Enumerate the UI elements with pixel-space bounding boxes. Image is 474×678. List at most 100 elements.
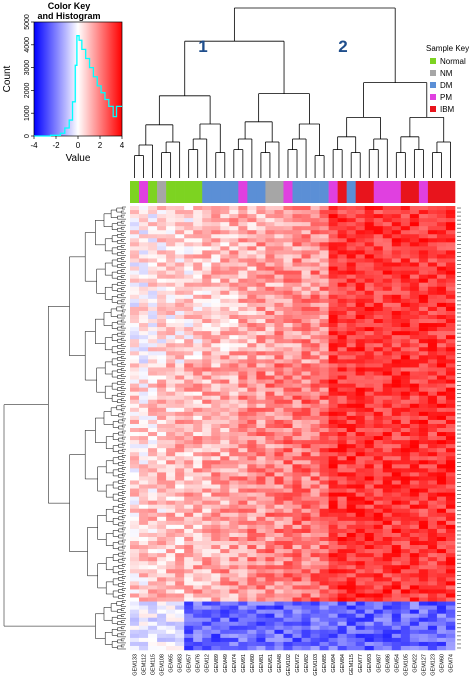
heatmap-cell [193, 335, 203, 340]
heatmap-cell [301, 298, 311, 304]
heatmap-cell [130, 387, 140, 392]
heatmap-cell [436, 524, 447, 530]
heatmap-cell [175, 633, 185, 639]
heatmap-cell [355, 407, 366, 413]
heatmap-cell [292, 395, 302, 401]
heatmap-cell [238, 391, 248, 397]
heatmap-cell [427, 428, 438, 433]
heatmap-cell [427, 549, 438, 554]
heatmap-cell [310, 488, 320, 493]
heatmap-cell [400, 306, 411, 312]
heatmap-cell [256, 218, 266, 223]
heatmap-cell [274, 250, 284, 255]
heatmap-cell [175, 335, 185, 340]
heatmap-cell [301, 250, 311, 255]
heatmap-cell [148, 484, 158, 489]
heatmap-cell [193, 343, 203, 348]
heatmap-cell [400, 569, 411, 574]
heatmap-cell [427, 379, 438, 384]
heatmap-cell [382, 274, 393, 279]
heatmap-cell [427, 266, 438, 271]
heatmap-cell [220, 585, 230, 590]
heatmap-cell [328, 214, 338, 219]
heatmap-cell [328, 250, 338, 255]
heatmap-cell [184, 605, 194, 610]
heatmap-cell [256, 395, 266, 401]
heatmap-cell [202, 448, 212, 453]
heatmap-cell [337, 440, 347, 445]
heatmap-cell [418, 508, 429, 514]
heatmap-cell [373, 206, 384, 211]
group-cell [310, 181, 320, 203]
heatmap-cell [256, 298, 266, 304]
heatmap-cell [310, 621, 320, 627]
heatmap-cell [157, 254, 167, 259]
heatmap-cell [355, 266, 366, 271]
heatmap-cell [202, 561, 212, 566]
group-cell [184, 181, 194, 203]
heatmap-cell [445, 234, 456, 239]
heatmap-cell [265, 581, 275, 586]
heatmap-cell [238, 403, 248, 409]
heatmap-cell [175, 407, 185, 413]
heatmap-cell [382, 266, 393, 271]
heatmap-cell [328, 278, 338, 283]
heatmap-cell [445, 246, 456, 251]
heatmap-cell [193, 415, 203, 421]
heatmap-cell [400, 290, 411, 296]
heatmap-cell [175, 351, 185, 356]
heatmap-cell [139, 428, 149, 433]
heatmap-cell [409, 411, 420, 417]
heatmap-cell [166, 500, 176, 505]
heatmap-cell [157, 557, 167, 562]
heatmap-cell [301, 274, 311, 279]
heatmap-cell [220, 327, 230, 332]
heatmap-cell [148, 488, 158, 493]
heatmap-cell [373, 218, 384, 223]
heatmap-cell [373, 645, 384, 651]
heatmap-cell [301, 419, 311, 425]
heatmap-cell [184, 323, 194, 328]
heatmap-cell [193, 524, 203, 530]
heatmap-cell [373, 436, 384, 441]
heatmap-cell [157, 492, 167, 497]
heatmap-cell [310, 214, 320, 219]
heatmap-cell [427, 436, 438, 441]
heatmap-cell [157, 351, 167, 356]
heatmap-cell [436, 282, 447, 288]
heatmap-cell [373, 553, 384, 558]
heatmap-cell [202, 403, 212, 409]
heatmap-cell [391, 581, 402, 586]
heatmap-cell [409, 456, 420, 461]
heatmap-cell [301, 464, 311, 469]
heatmap-cell [418, 484, 429, 489]
heatmap-cell [436, 520, 447, 526]
heatmap-cell [301, 516, 311, 522]
heatmap-cell [157, 629, 167, 635]
heatmap-cell [301, 331, 311, 336]
heatmap-cell [436, 319, 447, 324]
heatmap-cell [184, 343, 194, 348]
heatmap-cell [418, 262, 429, 267]
heatmap-cell [139, 306, 149, 312]
heatmap-cell [328, 613, 338, 619]
heatmap-cell [337, 541, 347, 546]
heatmap-cell [301, 383, 311, 388]
heatmap-cell [418, 428, 429, 433]
heatmap-cell [310, 432, 320, 437]
heatmap-cell [130, 383, 140, 388]
heatmap-cell [391, 363, 402, 368]
heatmap-cell [382, 577, 393, 582]
heatmap-cell [346, 532, 356, 538]
heatmap-cell [346, 395, 356, 401]
heatmap-cell [328, 484, 338, 489]
heatmap-cell [445, 532, 456, 538]
heatmap-cell [238, 270, 248, 275]
heatmap-cell [382, 359, 393, 364]
heatmap-cell [175, 278, 185, 283]
heatmap-cell [310, 516, 320, 522]
heatmap-cell [337, 532, 347, 538]
heatmap-cell [301, 278, 311, 283]
heatmap-cell [418, 367, 429, 372]
heatmap-cell [409, 375, 420, 380]
